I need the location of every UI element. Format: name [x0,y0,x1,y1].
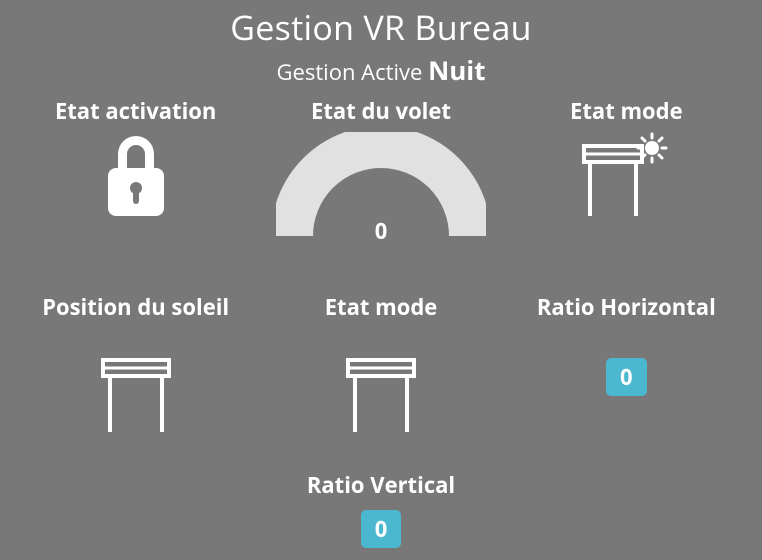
cell-ratio-v: Ratio Vertical 0 [307,472,455,548]
ratio-h-badge: 0 [606,358,647,396]
subtitle-state: Nuit [428,52,485,88]
cell-activation-label: Etat activation [55,98,216,126]
page-subtitle: Gestion Active Nuit [276,52,485,88]
cell-mode-2-label: Etat mode [325,294,438,348]
window-icon [340,354,422,434]
cell-activation: Etat activation [18,98,253,252]
cell-mode-1: Etat mode [509,98,744,252]
row-3: Ratio Vertical 0 [18,472,744,548]
cell-volet: Etat du volet 0 [263,98,498,252]
cell-ratio-v-label: Ratio Vertical [307,472,455,500]
cell-sun-pos-label: Position du soleil [42,294,229,348]
dashboard-panel: Gestion VR Bureau Gestion Active Nuit Et… [0,0,762,560]
ratio-v-badge: 0 [361,510,402,548]
cell-sun-pos: Position du soleil [18,294,253,444]
cell-mode-1-label: Etat mode [570,98,683,126]
lock-icon [96,132,176,222]
window-sun-icon [578,132,674,220]
gauge-volet-value: 0 [276,216,486,246]
page-title: Gestion VR Bureau [230,4,532,50]
cell-mode-2: Etat mode [263,294,498,444]
gauge-volet: 0 [276,132,486,252]
cell-volet-label: Etat du volet [311,98,451,126]
row-1: Etat activation Etat du volet 0 [18,98,744,252]
row-2: Position du soleil Etat mode [18,294,744,444]
cell-ratio-h-label: Ratio Horizontal [537,294,716,348]
window-icon [95,354,177,434]
subtitle-prefix: Gestion Active [276,57,428,87]
cell-ratio-h: Ratio Horizontal 0 [509,294,744,444]
